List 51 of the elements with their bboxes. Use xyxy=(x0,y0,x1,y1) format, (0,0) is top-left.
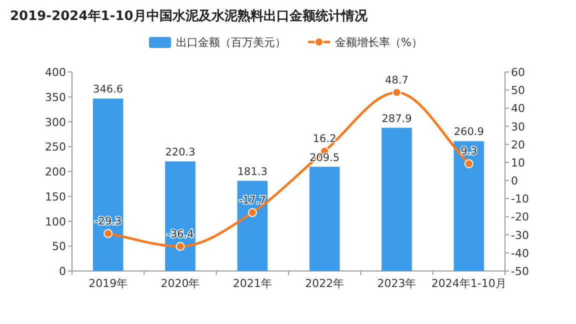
y2-tick-label: 40 xyxy=(511,102,525,116)
y2-tick-label: 10 xyxy=(511,156,525,170)
y2-tick-label: 60 xyxy=(511,66,525,79)
point xyxy=(104,229,113,238)
data-label: 260.9 xyxy=(454,126,484,138)
y2-tick-label: 0 xyxy=(511,174,518,188)
y-tick-label: 250 xyxy=(45,140,66,154)
bar xyxy=(382,128,412,271)
point xyxy=(176,242,185,251)
data-label: 9.3 xyxy=(460,146,478,158)
y2-tick-label: 30 xyxy=(511,120,525,134)
y-tick-label: 100 xyxy=(45,215,66,228)
data-label: 48.7 xyxy=(385,74,408,86)
y-tick-label: 50 xyxy=(52,240,66,254)
x-tick-label: 2021年 xyxy=(232,277,272,290)
x-tick-label: 2024年1-10月 xyxy=(431,277,506,290)
bar xyxy=(92,98,124,271)
data-label: -17.7 xyxy=(238,194,266,207)
bar xyxy=(237,180,268,271)
y2-tick-label: -40 xyxy=(511,246,529,260)
data-label: 181.3 xyxy=(237,166,268,178)
y-tick-label: 0 xyxy=(59,265,66,278)
x-tick-label: 2020年 xyxy=(160,277,200,290)
legend-label: 金额增长率（%） xyxy=(335,36,422,49)
data-label: -36.4 xyxy=(166,228,194,240)
y2-tick-label: 50 xyxy=(511,84,525,98)
data-label: 16.2 xyxy=(312,133,336,146)
x-tick-label: 2019年 xyxy=(88,277,128,290)
y2-tick-label: -10 xyxy=(511,192,529,206)
data-label: 220.3 xyxy=(165,146,196,158)
point xyxy=(464,159,474,168)
y2-tick-label: 20 xyxy=(511,138,525,152)
bar xyxy=(165,161,196,271)
y2-tick-label: -30 xyxy=(511,228,529,242)
bar xyxy=(309,166,340,271)
y2-tick-label: -20 xyxy=(511,210,529,224)
y-tick-label: 200 xyxy=(45,166,66,178)
y-tick-label: 150 xyxy=(45,190,66,204)
y-tick-label: 300 xyxy=(45,116,66,129)
data-label: 346.6 xyxy=(93,84,124,96)
x-tick-label: 2023年 xyxy=(377,277,416,290)
data-label: 287.9 xyxy=(382,112,412,125)
y2-tick-label: -50 xyxy=(511,265,529,278)
chart-title: 2019-2024年1-10月中国水泥及水泥熟料出口金额统计情况 xyxy=(10,8,368,24)
bar xyxy=(454,141,484,271)
point xyxy=(248,208,257,218)
x-tick-label: 2022年 xyxy=(305,277,344,290)
data-label: -29.3 xyxy=(94,216,122,228)
y-tick-label: 350 xyxy=(45,90,66,104)
legend-label: 出口金额（百万美元） xyxy=(176,36,286,49)
y-tick-label: 400 xyxy=(45,66,66,79)
